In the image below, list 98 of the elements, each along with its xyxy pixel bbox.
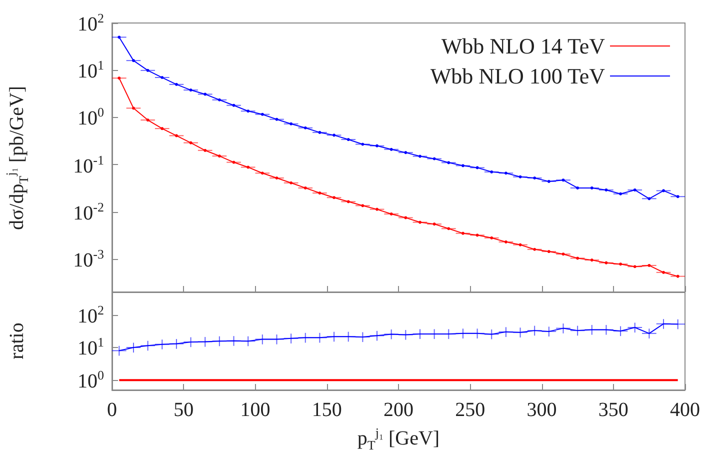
y-tick-label: 10$^{0}$ <box>78 368 104 392</box>
point <box>361 204 364 208</box>
point <box>476 234 479 237</box>
point <box>132 59 135 62</box>
x-tick-label: 100 <box>240 399 270 421</box>
point <box>146 118 150 122</box>
point <box>619 262 622 266</box>
point <box>118 76 121 80</box>
point <box>662 270 666 274</box>
point <box>189 141 192 144</box>
point <box>118 36 121 39</box>
point <box>604 188 608 192</box>
point <box>346 200 350 204</box>
point <box>346 138 350 142</box>
point <box>432 222 436 226</box>
point <box>390 212 393 216</box>
point <box>204 92 207 96</box>
x-tick-label: 0 <box>107 399 117 421</box>
point <box>604 261 608 264</box>
y-axis-title: ratio <box>6 322 28 360</box>
point <box>376 208 379 211</box>
point <box>490 170 494 174</box>
y-tick-label: 10$^{1}$ <box>78 58 104 83</box>
line-series <box>118 323 678 352</box>
point <box>461 232 464 235</box>
y-tick-label: 10$^{2}$ <box>78 302 104 328</box>
point <box>361 142 364 146</box>
point <box>476 166 479 170</box>
point <box>461 164 464 168</box>
line-series <box>118 36 680 200</box>
point <box>562 252 565 256</box>
point <box>260 172 264 175</box>
x-tick-label: 250 <box>455 399 486 421</box>
point <box>533 248 536 251</box>
point <box>318 130 322 134</box>
point <box>676 274 680 278</box>
point <box>174 82 178 86</box>
x-tick-label: 200 <box>384 399 414 421</box>
point <box>160 127 164 130</box>
y-tick-label: 10$^{-3}$ <box>73 246 104 272</box>
point <box>562 178 565 182</box>
point <box>648 264 651 267</box>
point <box>590 258 594 262</box>
y-tick-label: 10$^{1}$ <box>78 335 104 360</box>
y-tick-label: 10$^{-2}$ <box>73 199 104 224</box>
point <box>174 134 178 138</box>
point <box>518 175 522 178</box>
point <box>619 192 622 196</box>
point <box>404 216 408 220</box>
point <box>246 166 250 169</box>
point <box>576 256 580 260</box>
legend-label: Wbb NLO 100 TeV <box>430 64 606 88</box>
point <box>260 112 264 116</box>
point <box>504 240 508 244</box>
point <box>332 196 336 200</box>
point <box>518 243 522 246</box>
point <box>662 189 666 192</box>
point <box>290 122 293 126</box>
point <box>418 154 422 158</box>
legend-label: Wbb NLO 14 TeV <box>441 34 606 58</box>
point <box>204 148 207 152</box>
point <box>304 186 307 190</box>
point <box>390 148 393 151</box>
point <box>490 236 494 240</box>
point <box>447 227 450 230</box>
point <box>633 188 636 192</box>
y-tick-label: 10$^{-1}$ <box>73 152 104 177</box>
point <box>146 68 150 72</box>
point <box>232 160 236 164</box>
point <box>648 197 651 200</box>
point <box>504 172 508 175</box>
x-tick-label: 150 <box>312 399 342 421</box>
point <box>633 265 636 268</box>
y-tick-label: 10$^{0}$ <box>78 105 104 130</box>
point <box>218 98 221 102</box>
point <box>304 126 307 130</box>
point <box>432 157 436 160</box>
point <box>547 180 550 183</box>
x-tick-label: 50 <box>174 399 194 421</box>
point <box>246 110 250 113</box>
point <box>676 195 680 198</box>
point <box>290 181 293 184</box>
point <box>332 134 336 137</box>
x-axis-title: p$_{T}$$^{j₁}$ [GeV] <box>357 425 440 453</box>
point <box>132 106 135 110</box>
x-tick-label: 300 <box>526 399 557 421</box>
point <box>447 161 450 164</box>
point <box>189 88 192 92</box>
point <box>160 76 164 80</box>
point <box>275 176 278 180</box>
y-tick-label: 10$^{2}$ <box>78 10 104 36</box>
x-tick-label: 400 <box>670 399 700 421</box>
point <box>318 192 322 195</box>
point <box>404 151 408 154</box>
x-tick-label: 350 <box>598 399 628 421</box>
point <box>232 104 236 107</box>
point <box>418 220 422 224</box>
point <box>376 144 379 148</box>
